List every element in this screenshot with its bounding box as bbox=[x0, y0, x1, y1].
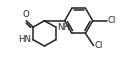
Text: Cl: Cl bbox=[107, 16, 116, 25]
Text: NH: NH bbox=[57, 23, 70, 32]
Text: Cl: Cl bbox=[94, 41, 103, 50]
Text: HN: HN bbox=[18, 35, 32, 44]
Text: O: O bbox=[22, 10, 29, 19]
